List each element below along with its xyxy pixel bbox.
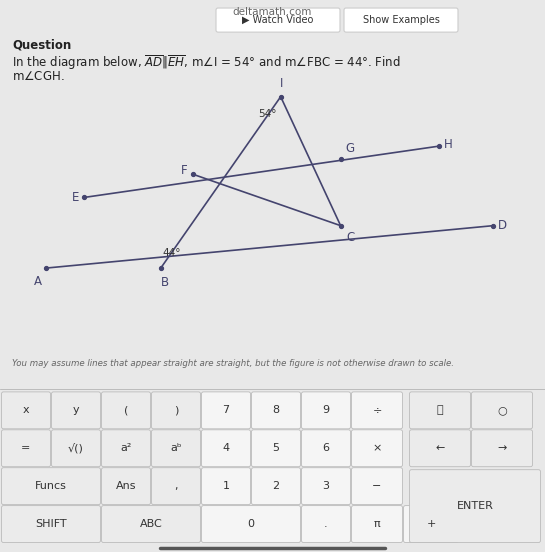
Text: 4: 4 (222, 443, 229, 453)
FancyBboxPatch shape (403, 506, 458, 543)
FancyBboxPatch shape (101, 468, 150, 505)
Text: 7: 7 (222, 405, 229, 415)
FancyBboxPatch shape (202, 392, 251, 429)
Text: E: E (72, 191, 80, 204)
Text: D: D (498, 219, 507, 232)
Text: F: F (181, 164, 187, 177)
FancyBboxPatch shape (352, 392, 403, 429)
Text: .: . (324, 519, 328, 529)
FancyBboxPatch shape (251, 430, 300, 466)
FancyBboxPatch shape (409, 392, 470, 429)
Text: I: I (280, 77, 283, 90)
Text: ,: , (174, 481, 178, 491)
Text: Question: Question (12, 38, 71, 51)
Text: 0: 0 (247, 519, 255, 529)
Text: →: → (498, 443, 507, 453)
FancyBboxPatch shape (251, 468, 300, 505)
Text: =: = (21, 443, 31, 453)
Text: √(): √() (68, 443, 84, 454)
Text: ○: ○ (497, 405, 507, 415)
FancyBboxPatch shape (471, 430, 532, 466)
Text: ←: ← (435, 443, 445, 453)
Text: −: − (372, 481, 381, 491)
FancyBboxPatch shape (471, 392, 532, 429)
FancyBboxPatch shape (352, 506, 403, 543)
Text: H: H (444, 137, 452, 151)
FancyBboxPatch shape (301, 506, 350, 543)
FancyBboxPatch shape (51, 430, 100, 466)
FancyBboxPatch shape (409, 430, 470, 466)
Text: deltamath.com: deltamath.com (232, 7, 312, 17)
FancyBboxPatch shape (152, 430, 201, 466)
FancyBboxPatch shape (152, 392, 201, 429)
Text: SHIFT: SHIFT (35, 519, 67, 529)
FancyBboxPatch shape (301, 392, 350, 429)
Text: y: y (72, 405, 80, 415)
FancyBboxPatch shape (251, 392, 300, 429)
Text: 2: 2 (272, 481, 280, 491)
FancyBboxPatch shape (2, 468, 100, 505)
Text: You may assume lines that appear straight are straight, but the figure is not ot: You may assume lines that appear straigh… (12, 359, 454, 368)
Text: (: ( (124, 405, 128, 415)
Text: ENTER: ENTER (457, 501, 493, 511)
Text: 3: 3 (323, 481, 330, 491)
Text: G: G (346, 141, 355, 155)
Text: A: A (34, 275, 43, 288)
FancyBboxPatch shape (2, 430, 51, 466)
Text: aᵇ: aᵇ (170, 443, 182, 453)
Text: ABC: ABC (140, 519, 162, 529)
Text: ×: × (372, 443, 381, 453)
FancyBboxPatch shape (202, 506, 300, 543)
Text: Show Examples: Show Examples (362, 15, 439, 25)
FancyBboxPatch shape (101, 506, 201, 543)
Text: ): ) (174, 405, 178, 415)
FancyBboxPatch shape (352, 430, 403, 466)
FancyBboxPatch shape (202, 468, 251, 505)
Text: Funcs: Funcs (35, 481, 67, 491)
Text: ▶ Watch Video: ▶ Watch Video (243, 15, 314, 25)
FancyBboxPatch shape (202, 430, 251, 466)
FancyBboxPatch shape (152, 468, 201, 505)
Text: 6: 6 (323, 443, 330, 453)
Text: C: C (347, 231, 355, 243)
Text: 5: 5 (272, 443, 280, 453)
Text: π: π (374, 519, 380, 529)
Text: B: B (161, 276, 169, 289)
Text: 1: 1 (222, 481, 229, 491)
Text: Ans: Ans (116, 481, 136, 491)
FancyBboxPatch shape (51, 392, 100, 429)
Text: x: x (23, 405, 29, 415)
FancyBboxPatch shape (409, 470, 541, 543)
Text: +: + (426, 519, 435, 529)
FancyBboxPatch shape (216, 8, 340, 32)
FancyBboxPatch shape (2, 506, 100, 543)
Text: 44°: 44° (163, 248, 181, 258)
FancyBboxPatch shape (2, 392, 51, 429)
Text: 9: 9 (323, 405, 330, 415)
FancyBboxPatch shape (101, 430, 150, 466)
Text: ÷: ÷ (372, 405, 381, 415)
FancyBboxPatch shape (344, 8, 458, 32)
Text: m$\angle$CGH.: m$\angle$CGH. (12, 70, 65, 83)
Text: 54°: 54° (259, 109, 277, 119)
FancyBboxPatch shape (101, 392, 150, 429)
FancyBboxPatch shape (301, 430, 350, 466)
Text: ⓪: ⓪ (437, 405, 443, 415)
Text: 8: 8 (272, 405, 280, 415)
Text: In the diagram below, $\overline{AD} \| \overline{EH}$, m$\angle$I = 54° and m$\: In the diagram below, $\overline{AD} \| … (12, 53, 401, 72)
FancyBboxPatch shape (301, 468, 350, 505)
Text: a²: a² (120, 443, 132, 453)
FancyBboxPatch shape (352, 468, 403, 505)
